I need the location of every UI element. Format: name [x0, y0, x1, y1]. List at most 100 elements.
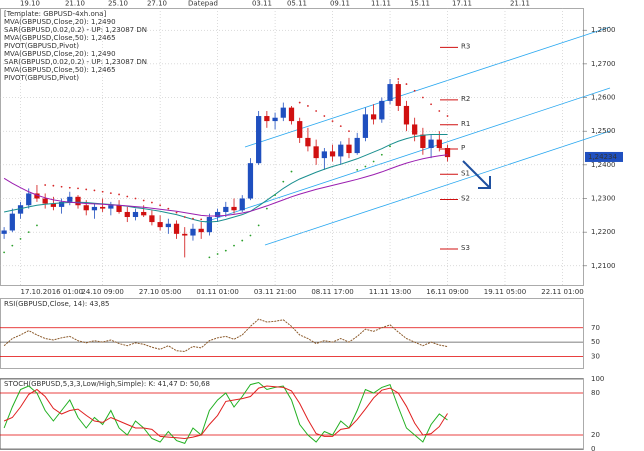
sar-dot [77, 187, 79, 190]
last-price-box [585, 151, 623, 162]
y-tick-label: 1,2100 [591, 262, 616, 270]
candle-body [91, 206, 98, 211]
sar-dot [192, 217, 194, 220]
sar-dot [151, 201, 153, 204]
channel-line [264, 130, 611, 246]
top-date-label: 15.11 [410, 0, 430, 8]
candle-body [280, 107, 286, 118]
indicator-label: MVA(GBPUSD,Close,20): 1,2490 [4, 50, 116, 58]
x-tick-label: 11.11 13:00 [369, 288, 411, 296]
x-tick-label: 27.10 05:00 [139, 288, 181, 296]
x-tick-label: 08.11 17:00 [311, 288, 353, 296]
top-date-label: 21.10 [65, 0, 85, 8]
candle-body [157, 222, 163, 228]
sar-dot [290, 170, 293, 173]
panel-title: STOCH(GBPUSD,5,3,3,Low/High,Simple): K: … [4, 380, 210, 388]
candle-body [58, 201, 65, 207]
sar-dot [134, 197, 137, 200]
candle-body [354, 137, 360, 154]
y-tick-label: 100 [591, 375, 604, 383]
candle-body [313, 146, 319, 159]
sar-dot [265, 207, 268, 210]
indicator-label: MVA(GBPUSD,Close,50): 1,2465 [4, 34, 116, 42]
candle-body [379, 100, 385, 120]
sar-dot [446, 115, 449, 117]
sar-dot [413, 89, 416, 92]
sar-dot [109, 192, 112, 195]
candle-body [272, 117, 278, 122]
candle-body [9, 213, 15, 231]
sar-dot [372, 160, 375, 163]
candle-body [100, 206, 106, 209]
candle-body [198, 228, 204, 233]
pivot-label: S1 [461, 169, 470, 177]
candle-body [182, 233, 188, 236]
pivot-label: S2 [461, 195, 470, 203]
candle-body [17, 205, 24, 214]
sar-dot [323, 115, 326, 117]
x-tick-label: 17.10.2016 01:00 [21, 288, 83, 296]
sar-dot [241, 239, 244, 242]
sar-dot [356, 168, 359, 171]
sar-dot [233, 244, 235, 247]
x-tick-label: 03.11 21:00 [254, 288, 296, 296]
candle-body [444, 148, 451, 158]
sar-dot [36, 224, 38, 227]
candle-body [149, 215, 155, 223]
pivot-label: P [461, 144, 465, 152]
sar-dot [44, 184, 47, 186]
top-date-label: 05.11 [287, 0, 307, 8]
top-date-label: Datepad [188, 0, 218, 8]
pivot-label: R3 [461, 42, 470, 50]
rsi-panel [0, 298, 584, 369]
y-tick-label: 80 [591, 389, 600, 397]
indicator-line [3, 381, 448, 445]
sar-dot [93, 189, 96, 192]
arrow-shaft [462, 160, 490, 188]
candle-body [42, 198, 48, 204]
y-tick-label: 1,2400 [591, 161, 616, 169]
indicator-line [3, 385, 448, 440]
stoch-panel [0, 378, 584, 450]
y-tick-label: 50 [591, 338, 600, 346]
sar-dot [27, 231, 30, 234]
candle-body [26, 193, 32, 206]
candle-body [190, 228, 196, 236]
channel-line [204, 87, 611, 223]
moving-average [4, 134, 448, 223]
candle-body [75, 196, 81, 206]
indicator-label: PIVOT(GBPUSD,Pivot) [4, 74, 79, 82]
sar-dot [167, 207, 170, 210]
sar-dot [200, 218, 203, 221]
y-tick-label: 1,2600 [591, 94, 616, 102]
sar-dot [85, 188, 88, 191]
sar-dot [339, 125, 342, 128]
x-tick-label: 24.10 09:00 [81, 288, 123, 296]
candle-body [165, 223, 171, 228]
sar-dot [101, 190, 104, 193]
indicator-label: SAR(GBPUSD,0.02,0.2) - UP: 1,23087 DN [4, 58, 147, 66]
candle-body [231, 206, 237, 211]
candle-body [239, 198, 245, 211]
main-panel [0, 8, 584, 286]
candle-body [288, 107, 295, 122]
candle-body [214, 211, 221, 218]
sar-dot [397, 78, 400, 80]
arrow-head [478, 176, 491, 189]
candle-body [223, 206, 229, 212]
y-tick-label: 30 [591, 353, 600, 361]
sar-dot [126, 195, 129, 198]
candle-body [297, 121, 303, 138]
sar-dot [52, 184, 55, 187]
y-tick-label: 70 [591, 324, 600, 332]
sar-dot [282, 180, 285, 183]
candle-body [83, 205, 89, 211]
sar-dot [216, 253, 219, 255]
x-tick-label: 01.11 01:00 [196, 288, 238, 296]
candle-body [346, 144, 352, 154]
candle-body [141, 211, 147, 216]
last-price-label: 1,24234 [588, 153, 617, 161]
sar-dot [159, 204, 162, 207]
candle-body [124, 211, 130, 218]
sar-dot [421, 96, 424, 99]
